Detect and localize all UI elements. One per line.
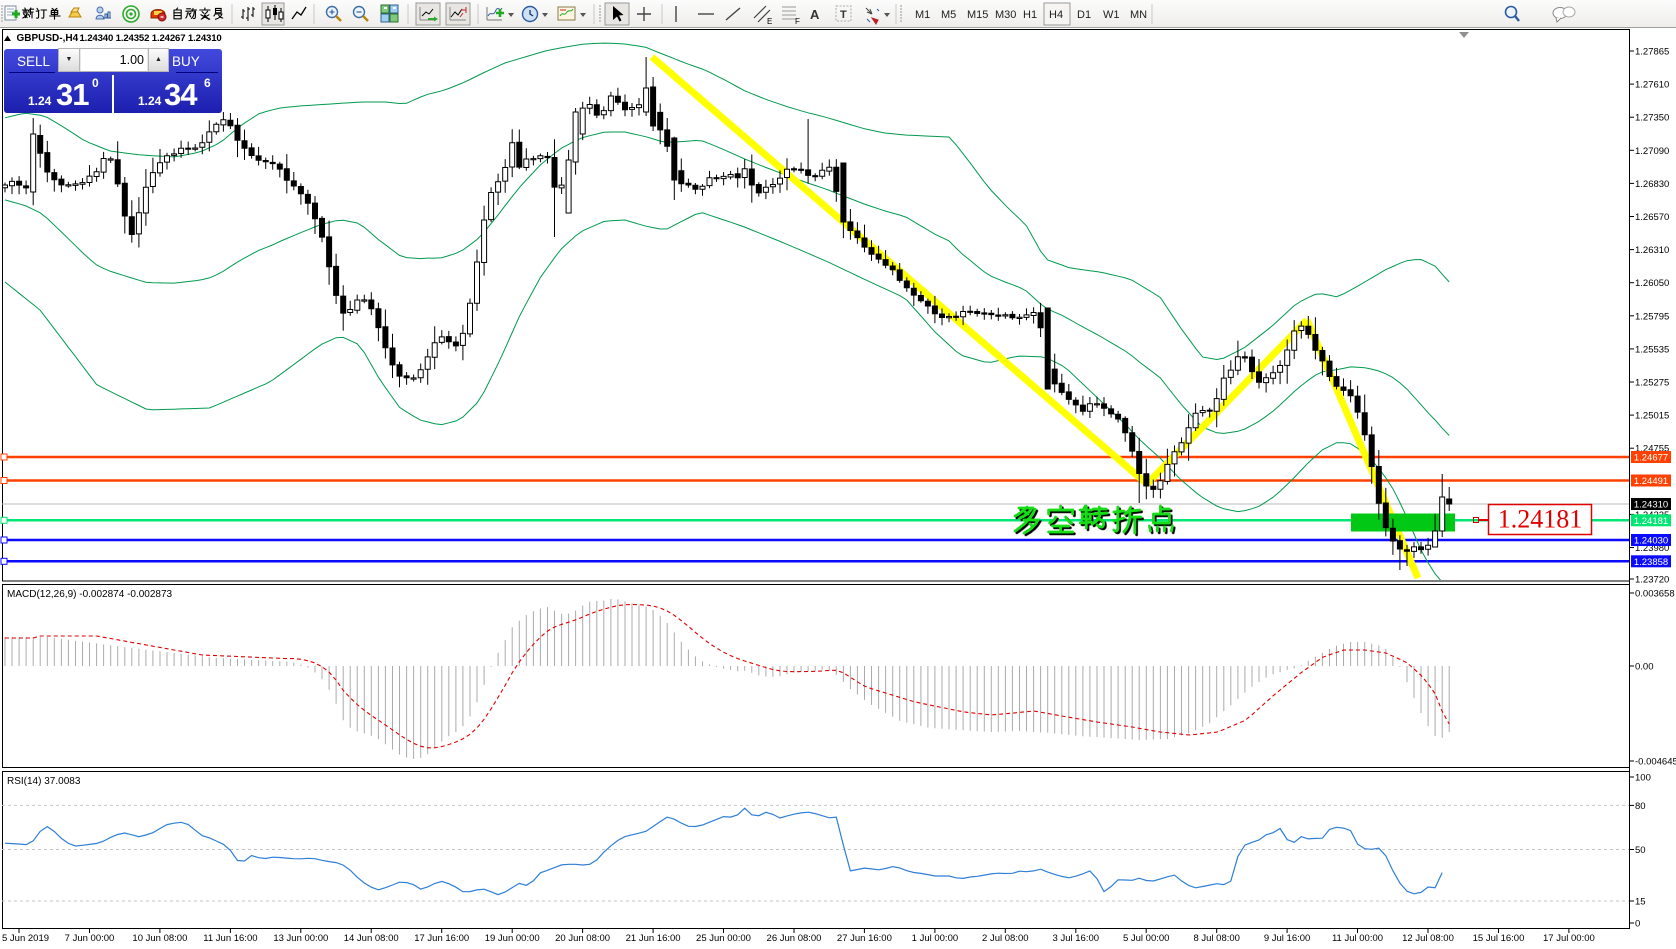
svg-text:1 Jul 00:00: 1 Jul 00:00 bbox=[912, 933, 958, 944]
svg-text:100: 100 bbox=[1635, 773, 1651, 784]
svg-text:1.25535: 1.25535 bbox=[1635, 344, 1669, 355]
svg-text:F: F bbox=[795, 17, 800, 26]
svg-text:1.27090: 1.27090 bbox=[1635, 146, 1669, 157]
svg-text:1.24310: 1.24310 bbox=[1634, 500, 1668, 511]
svg-text:12 Jul 08:00: 12 Jul 08:00 bbox=[1402, 933, 1454, 944]
svg-text:10 Jun 08:00: 10 Jun 08:00 bbox=[132, 933, 187, 944]
svg-text:H4: H4 bbox=[1049, 9, 1063, 21]
svg-text:W1: W1 bbox=[1103, 9, 1120, 21]
svg-text:1.26830: 1.26830 bbox=[1635, 179, 1669, 190]
svg-text:20 Jun 08:00: 20 Jun 08:00 bbox=[555, 933, 610, 944]
svg-text:8 Jul 08:00: 8 Jul 08:00 bbox=[1193, 933, 1239, 944]
svg-text:1.24491: 1.24491 bbox=[1634, 476, 1668, 487]
svg-text:1.25795: 1.25795 bbox=[1635, 311, 1669, 322]
svg-text:1.26050: 1.26050 bbox=[1635, 278, 1669, 289]
svg-text:1.25275: 1.25275 bbox=[1635, 378, 1669, 389]
svg-text:1.25015: 1.25015 bbox=[1635, 411, 1669, 422]
svg-text:RSI(14) 37.0083: RSI(14) 37.0083 bbox=[7, 776, 81, 787]
svg-text:1.24181: 1.24181 bbox=[1498, 505, 1583, 534]
svg-text:0.00: 0.00 bbox=[1635, 662, 1654, 673]
svg-text:H1: H1 bbox=[1023, 9, 1037, 21]
svg-text:2 Jul 08:00: 2 Jul 08:00 bbox=[982, 933, 1028, 944]
svg-text:1.24340 1.24352 1.24267 1.2431: 1.24340 1.24352 1.24267 1.24310 bbox=[80, 33, 222, 44]
svg-text:E: E bbox=[767, 17, 772, 26]
svg-text:15: 15 bbox=[1635, 897, 1646, 908]
svg-text:MACD(12,26,9) -0.002874 -0.002: MACD(12,26,9) -0.002874 -0.002873 bbox=[7, 589, 173, 600]
svg-text:A: A bbox=[810, 7, 820, 22]
svg-text:1.26570: 1.26570 bbox=[1635, 212, 1669, 223]
svg-text:1.24755: 1.24755 bbox=[1635, 444, 1669, 455]
svg-text:15 Jul 16:00: 15 Jul 16:00 bbox=[1473, 933, 1525, 944]
svg-text:0: 0 bbox=[1635, 919, 1640, 930]
svg-text:80: 80 bbox=[1635, 801, 1646, 812]
svg-text:M15: M15 bbox=[967, 9, 988, 21]
svg-text:M1: M1 bbox=[915, 9, 930, 21]
svg-text:1.23720: 1.23720 bbox=[1635, 575, 1669, 586]
svg-text:GBPUSD-,H4: GBPUSD-,H4 bbox=[17, 33, 79, 44]
svg-text:17 Jul 00:00: 17 Jul 00:00 bbox=[1543, 933, 1595, 944]
svg-text:14 Jun 08:00: 14 Jun 08:00 bbox=[344, 933, 399, 944]
svg-text:1.23980: 1.23980 bbox=[1635, 543, 1669, 554]
svg-text:1.24030: 1.24030 bbox=[1634, 536, 1668, 547]
svg-text:26 Jun 08:00: 26 Jun 08:00 bbox=[767, 933, 822, 944]
svg-text:3 Jul 16:00: 3 Jul 16:00 bbox=[1053, 933, 1099, 944]
svg-text:MN: MN bbox=[1130, 9, 1147, 21]
svg-text:D1: D1 bbox=[1077, 9, 1091, 21]
svg-text:21 Jun 16:00: 21 Jun 16:00 bbox=[626, 933, 681, 944]
svg-text:7 Jun 00:00: 7 Jun 00:00 bbox=[65, 933, 115, 944]
svg-text:1.26310: 1.26310 bbox=[1635, 245, 1669, 256]
svg-text:1.27350: 1.27350 bbox=[1635, 113, 1669, 124]
svg-text:11 Jun 16:00: 11 Jun 16:00 bbox=[203, 933, 257, 944]
svg-text:5 Jun 2019: 5 Jun 2019 bbox=[2, 933, 49, 944]
svg-text:27 Jun 16:00: 27 Jun 16:00 bbox=[837, 933, 892, 944]
svg-text:1.24677: 1.24677 bbox=[1634, 453, 1668, 464]
svg-text:1.23858: 1.23858 bbox=[1634, 557, 1668, 568]
svg-text:M30: M30 bbox=[995, 9, 1016, 21]
svg-text:19 Jun 00:00: 19 Jun 00:00 bbox=[485, 933, 540, 944]
svg-text:9 Jul 16:00: 9 Jul 16:00 bbox=[1264, 933, 1310, 944]
svg-text:1.24181: 1.24181 bbox=[1634, 516, 1668, 527]
svg-text:17 Jun 16:00: 17 Jun 16:00 bbox=[414, 933, 469, 944]
svg-text:0.003658: 0.003658 bbox=[1635, 589, 1675, 600]
svg-text:13 Jun 00:00: 13 Jun 00:00 bbox=[273, 933, 328, 944]
svg-text:11 Jul 00:00: 11 Jul 00:00 bbox=[1332, 933, 1383, 944]
svg-text:50: 50 bbox=[1635, 845, 1646, 856]
svg-text:M5: M5 bbox=[941, 9, 956, 21]
svg-text:25 Jun 00:00: 25 Jun 00:00 bbox=[696, 933, 751, 944]
svg-text:5 Jul 00:00: 5 Jul 00:00 bbox=[1123, 933, 1169, 944]
svg-text:T: T bbox=[840, 9, 847, 21]
svg-text:-0.004645: -0.004645 bbox=[1635, 757, 1676, 768]
svg-text:1.27865: 1.27865 bbox=[1635, 47, 1669, 58]
svg-text:1.27610: 1.27610 bbox=[1635, 80, 1669, 91]
